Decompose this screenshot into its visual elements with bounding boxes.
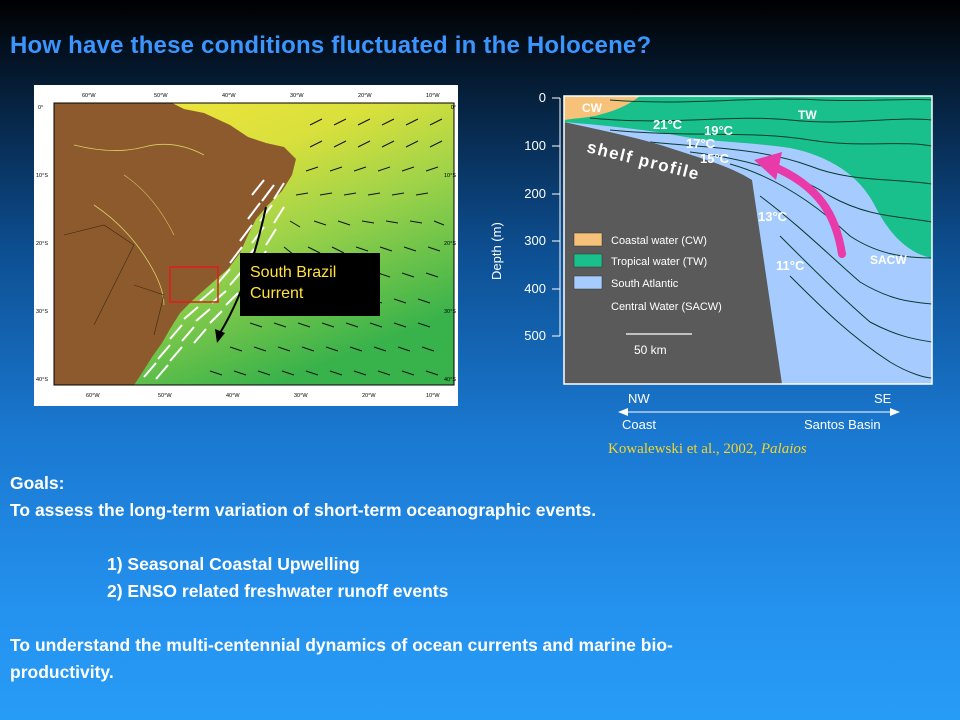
citation-authors: Kowalewski et al., 2002,	[608, 441, 761, 457]
upwelling-arrow	[768, 162, 846, 258]
ocean-vectors	[209, 118, 445, 376]
lon-label: 50°W	[158, 393, 172, 399]
depth-tick: 400	[524, 281, 546, 296]
goals-item: 2) ENSO related freshwater runoff events	[107, 581, 449, 601]
lon-label: 60°W	[82, 93, 96, 99]
lon-label: 20°W	[362, 393, 376, 399]
depth-tick: 500	[524, 328, 546, 343]
lat-label: 20°S	[444, 241, 456, 247]
lat-label: 20°S	[36, 241, 48, 247]
longitude-labels: 60°W 50°W 40°W 30°W 20°W 10°W 60°W 50°W …	[82, 93, 440, 399]
lon-label: 10°W	[426, 93, 440, 99]
south-america-land	[54, 103, 296, 385]
lon-label: 60°W	[86, 393, 100, 399]
callout-line: South Brazil	[250, 264, 337, 281]
map-graphic: 60°W 50°W 40°W 30°W 20°W 10°W 60°W 50°W …	[36, 93, 456, 399]
south-brazil-current-callout: South Brazil Current	[240, 253, 380, 316]
transect-basin-label: Santos Basin	[804, 417, 881, 432]
cw-label: CW	[582, 101, 603, 115]
water-mass-legend: Coastal water (CW) Tropical water (TW) S…	[573, 232, 722, 313]
slide-title: How have these conditions fluctuated in …	[10, 32, 652, 59]
section-graphic: 0 100 200 300 400 500 Depth (m)	[490, 90, 933, 432]
lat-label: 10°S	[444, 173, 456, 179]
sacw-label: SACW	[870, 253, 907, 267]
isotherm-label: 17°C	[686, 136, 716, 151]
isotherm-label: 21°C	[653, 117, 683, 132]
study-area-box	[169, 266, 219, 303]
legend-label: Coastal water (CW)	[611, 235, 707, 247]
lon-label: 10°W	[426, 393, 440, 399]
lat-label: 40°S	[36, 377, 48, 383]
lat-label: 30°S	[36, 309, 48, 315]
depth-axis: 0 100 200 300 400 500 Depth (m)	[490, 90, 561, 343]
legend-label: Tropical water (TW)	[611, 256, 707, 268]
goals-line: To assess the long-term variation of sho…	[10, 500, 597, 520]
isotherm-label: 13°C	[758, 209, 788, 224]
scale-bar-label: 50 km	[634, 343, 667, 357]
goals-item: 1) Seasonal Coastal Upwelling	[107, 554, 360, 574]
lon-label: 20°W	[358, 93, 372, 99]
shelf-profile-section: 0 100 200 300 400 500 Depth (m)	[490, 86, 940, 466]
goals-text: Goals: To assess the long-term variation…	[10, 470, 950, 686]
lat-label: 0°	[38, 105, 43, 111]
goals-line: productivity.	[10, 662, 114, 682]
callout-line: Current	[250, 285, 304, 302]
lat-label: 40°S	[444, 377, 456, 383]
continental-shelf	[564, 122, 782, 384]
south-atlantic-current-map: 60°W 50°W 40°W 30°W 20°W 10°W 60°W 50°W …	[34, 85, 458, 406]
tw-label: TW	[798, 108, 817, 122]
lon-label: 50°W	[154, 93, 168, 99]
section-panel	[563, 95, 933, 385]
transect-coast-label: Coast	[622, 417, 656, 432]
lon-label: 30°W	[294, 393, 308, 399]
transect-right-label: SE	[874, 391, 892, 406]
isotherm-label: 19°C	[704, 123, 734, 138]
goals-heading: Goals:	[10, 473, 65, 493]
transect-left-label: NW	[628, 391, 650, 406]
lon-label: 40°W	[222, 93, 236, 99]
lat-label: 10°S	[36, 173, 48, 179]
isotherm-label: 11°C	[776, 258, 805, 273]
lon-label: 30°W	[290, 93, 304, 99]
goals-line: To understand the multi-centennial dynam…	[10, 635, 673, 655]
depth-tick: 100	[524, 138, 546, 153]
legend-label: Central Water (SACW)	[611, 301, 722, 313]
citation-journal: Palaios	[760, 441, 807, 457]
lon-label: 40°W	[226, 393, 240, 399]
isotherm-label: 15°C	[700, 151, 730, 166]
depth-tick: 0	[539, 90, 546, 105]
legend-label: South Atlantic	[611, 278, 679, 290]
lat-label: 30°S	[444, 309, 456, 315]
lat-label: 0°	[451, 105, 456, 111]
citation: Kowalewski et al., 2002, Palaios	[608, 441, 807, 458]
depth-axis-label: Depth (m)	[490, 222, 504, 280]
latitude-labels: 0° 10°S 20°S 30°S 40°S 0° 10°S 20°S 30°S…	[36, 105, 456, 383]
transect-axis: NW SE Coast Santos Basin	[618, 391, 900, 432]
depth-tick: 200	[524, 186, 546, 201]
depth-tick: 300	[524, 233, 546, 248]
